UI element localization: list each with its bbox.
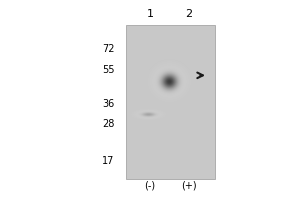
Text: 36: 36 (102, 99, 114, 109)
Text: 17: 17 (102, 156, 114, 166)
Text: (+): (+) (181, 181, 197, 191)
Text: 28: 28 (102, 119, 114, 129)
Text: 1: 1 (146, 9, 154, 19)
Text: (-): (-) (144, 181, 156, 191)
Text: 72: 72 (102, 44, 114, 54)
Text: 2: 2 (185, 9, 192, 19)
Text: 55: 55 (102, 65, 114, 75)
Bar (126, 25, 215, 179)
